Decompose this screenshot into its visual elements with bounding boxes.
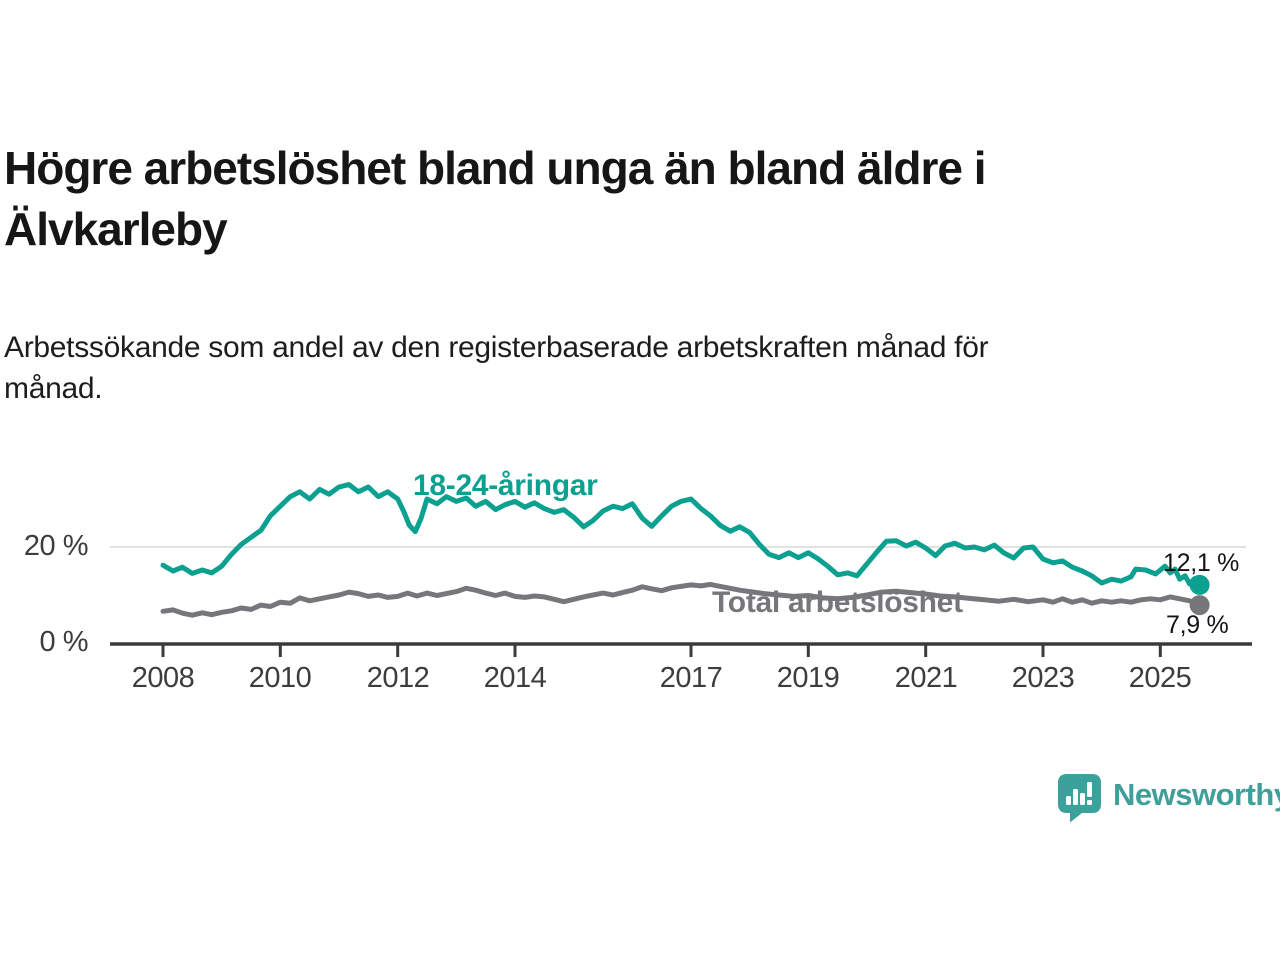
end-value-total: 7,9 % [1166,611,1229,639]
x-tick-label-2025: 2025 [1128,662,1192,694]
x-tick-label-2019: 2019 [776,662,840,694]
total-end-dot [1189,595,1210,616]
youth-unemployment-line [160,482,1203,588]
newsworthy-logo: Newsworthy [1057,773,1280,823]
newsworthy-logo-text: Newsworthy [1113,777,1280,812]
end-value-youth: 12,1 % [1163,549,1240,577]
y-tick-label-0: 0 % [39,626,89,658]
series-label-total: Total arbetslöshet [712,586,963,619]
x-tick-label-2008: 2008 [131,662,195,694]
x-tick-label-2021: 2021 [894,662,958,694]
x-tick-label-2010: 2010 [248,662,312,694]
newsworthy-logo-icon [1058,774,1101,823]
page-title: Högre arbetslöshet bland unga än bland ä… [4,142,987,255]
page-subtitle: Arbetssökande som andel av den registerb… [4,331,989,405]
x-tick-label-2017: 2017 [659,662,723,694]
total-unemployment-line [160,581,1203,618]
line-chart [110,482,1252,657]
youth-end-dot [1189,574,1210,595]
series-label-youth: 18-24-åringar [413,469,598,502]
x-tick-label-2012: 2012 [366,662,430,694]
x-tick-label-2014: 2014 [483,662,547,694]
y-tick-label-20: 20 % [23,530,89,562]
x-tick-label-2023: 2023 [1011,662,1075,694]
